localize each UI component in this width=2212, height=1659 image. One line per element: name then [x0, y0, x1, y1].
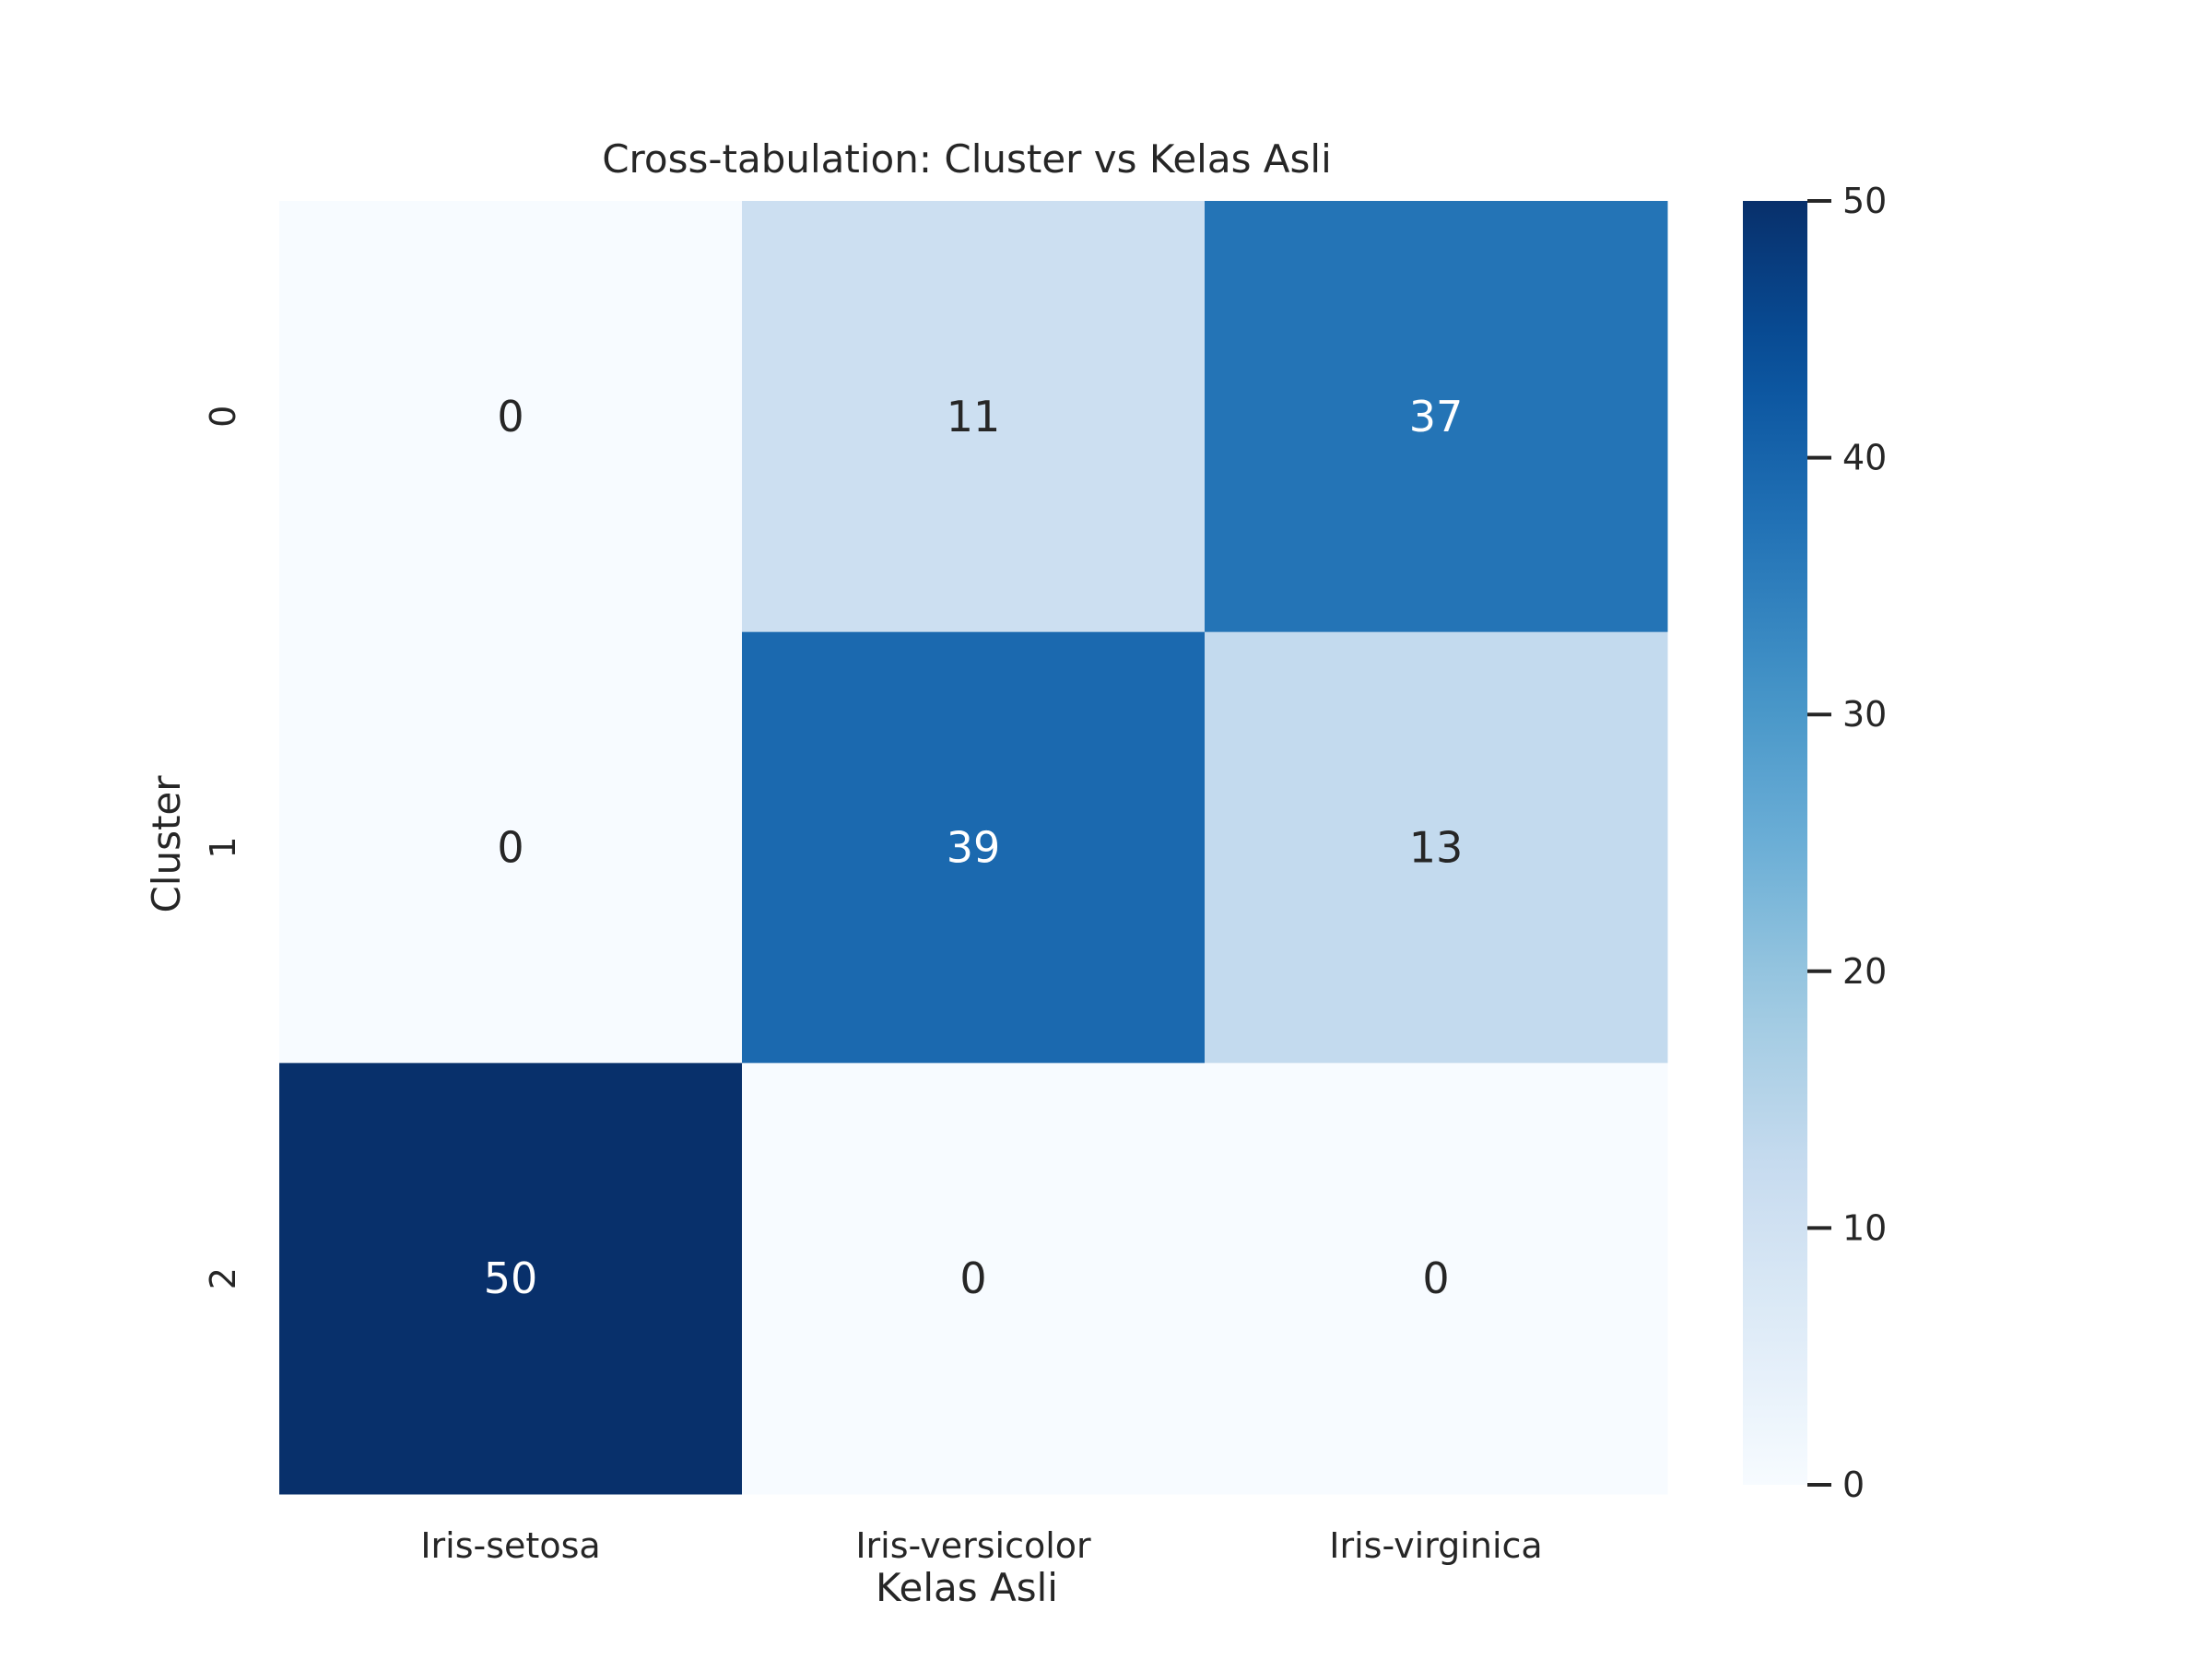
- colorbar: [1743, 201, 1807, 1485]
- heatmap-cell: [742, 631, 1206, 1064]
- colorbar-ticks: 0 10 20 30 40 50: [1807, 181, 1887, 1505]
- chart-title: Cross-tabulation: Cluster vs Kelas Asli: [602, 136, 1332, 182]
- cell-value: 39: [947, 823, 1001, 873]
- heatmap-cell: [279, 201, 743, 633]
- y-tick-labels: 0 1 2: [203, 406, 243, 1290]
- cell-value: 11: [947, 392, 1001, 441]
- x-tick-label: Iris-virginica: [1329, 1525, 1542, 1566]
- heatmap-cell: [279, 1063, 743, 1495]
- colorbar-tick-label: 20: [1842, 951, 1887, 992]
- colorbar-tick-label: 40: [1842, 438, 1887, 478]
- heatmap-cell: [742, 1063, 1206, 1495]
- x-tick-labels: Iris-setosa Iris-versicolor Iris-virginica: [420, 1525, 1542, 1566]
- y-tick-label: 2: [203, 1267, 243, 1289]
- cell-annotations: 0 11 37 0 39 13 50 0 0: [484, 392, 1464, 1303]
- y-tick-label: 1: [203, 836, 243, 858]
- cell-value: 50: [484, 1253, 538, 1303]
- heatmap-cell: [1205, 1063, 1668, 1495]
- heatmap-cell: [1205, 631, 1668, 1064]
- heatmap-cell: [742, 201, 1206, 633]
- heatmap-cells: [279, 201, 1668, 1495]
- cell-value: 37: [1409, 392, 1464, 441]
- x-tick-label: Iris-setosa: [420, 1525, 600, 1566]
- colorbar-tick-label: 10: [1842, 1207, 1887, 1248]
- y-axis-label: Cluster: [144, 775, 189, 913]
- heatmap-cell: [1205, 201, 1668, 633]
- y-tick-label: 0: [203, 406, 243, 428]
- heatmap-cell: [279, 631, 743, 1064]
- cell-value: 0: [1422, 1253, 1449, 1303]
- cell-value: 0: [497, 392, 524, 441]
- cell-value: 13: [1409, 823, 1464, 873]
- cell-value: 0: [497, 823, 524, 873]
- cell-value: 0: [959, 1253, 986, 1303]
- colorbar-tick-label: 0: [1842, 1465, 1865, 1505]
- colorbar-tick-label: 50: [1842, 181, 1887, 221]
- x-axis-label: Kelas Asli: [876, 1565, 1058, 1610]
- colorbar-tick-label: 30: [1842, 694, 1887, 735]
- x-tick-label: Iris-versicolor: [855, 1525, 1091, 1566]
